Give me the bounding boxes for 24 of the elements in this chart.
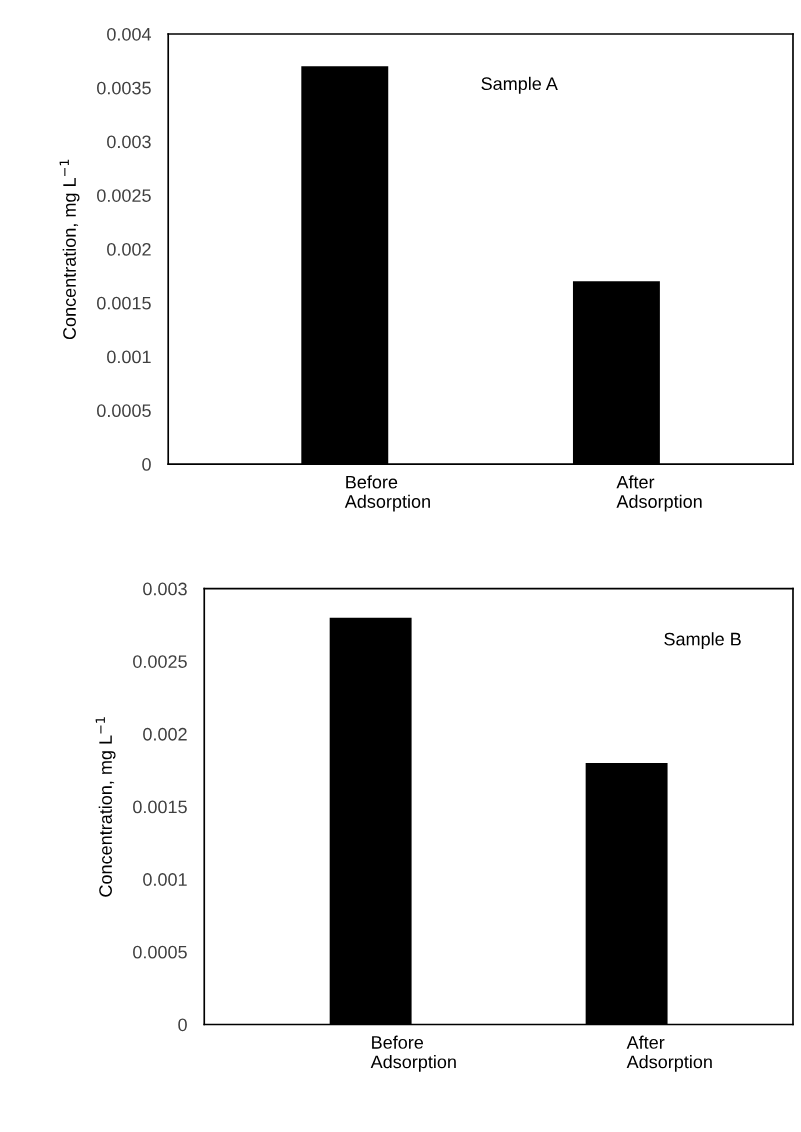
y-tick-label: 0.0035 <box>97 81 151 95</box>
y-tick-label: 0.002 <box>107 242 151 256</box>
y-tick-label: 0.0015 <box>97 296 151 310</box>
y-tick-label: 0.0005 <box>97 404 151 418</box>
x-tick-label: After Adsorption <box>626 1035 712 1072</box>
annotation: Sample B <box>664 632 741 650</box>
y-axis-title: Concentration, mg L$^{−1}$ <box>95 717 116 897</box>
y-tick-label: 0.001 <box>107 350 151 364</box>
y-tick-label: 0.0015 <box>133 800 187 814</box>
x-tick-label: After Adsorption <box>616 475 702 512</box>
y-axis-title: Concentration, mg L$^{−1}$ <box>59 159 80 340</box>
y-tick-label: 0 <box>142 458 151 471</box>
x-tick-label: Before Adsorption <box>344 475 430 512</box>
y-tick-label: 0.002 <box>143 727 187 741</box>
y-tick-label: 0.001 <box>143 873 187 886</box>
y-tick-label: 0.003 <box>107 135 151 149</box>
y-tick-label: 0.0025 <box>97 189 151 202</box>
annotation: Sample A <box>481 76 558 94</box>
y-tick-label: 0.0005 <box>133 945 187 959</box>
y-tick-label: 0 <box>178 1018 187 1032</box>
x-tick-label: Before Adsorption <box>370 1035 456 1072</box>
y-tick-label: 0.003 <box>143 582 187 596</box>
y-tick-label: 0.0025 <box>133 655 187 668</box>
y-tick-label: 0.004 <box>107 27 152 41</box>
